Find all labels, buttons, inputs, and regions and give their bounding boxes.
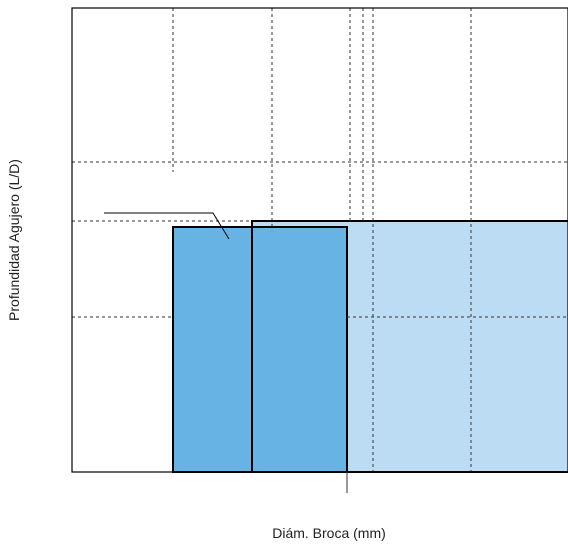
plot-frame — [71, 7, 568, 473]
y-axis-label: Profundidad Agujero (L/D) — [6, 159, 22, 321]
grid — [72, 8, 568, 472]
dark-capability-region — [172, 226, 348, 473]
x-axis-label: Diám. Broca (mm) — [272, 525, 386, 541]
callout-leader-line — [104, 212, 230, 240]
